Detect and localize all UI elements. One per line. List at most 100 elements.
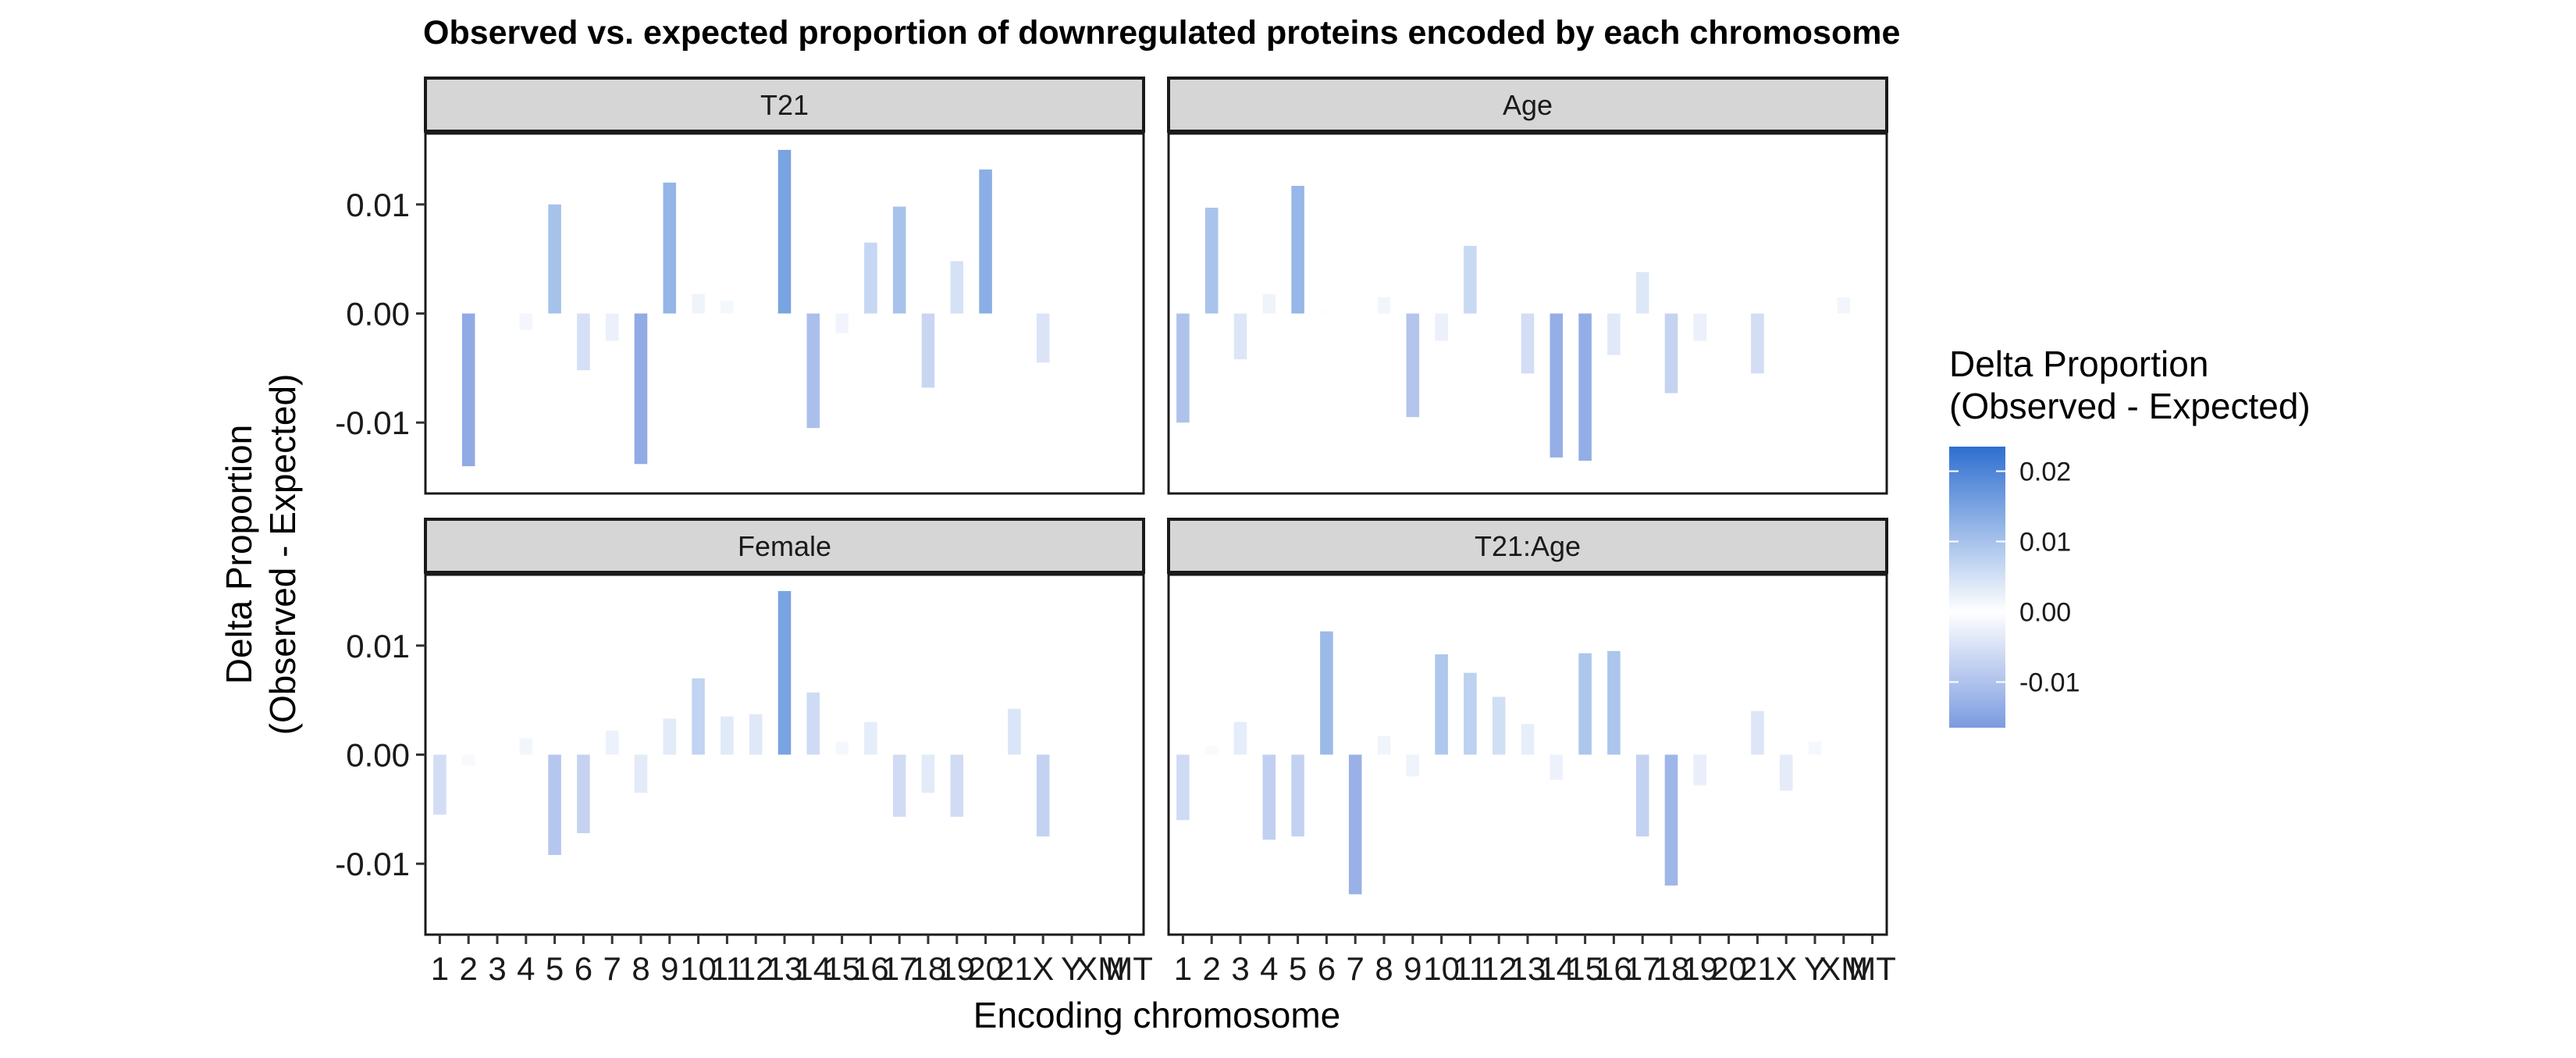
bar xyxy=(1406,754,1420,777)
bar xyxy=(979,169,992,314)
bar xyxy=(950,261,964,314)
facet-label: Female xyxy=(738,530,831,562)
x-tick-label: 3 xyxy=(488,950,506,987)
x-tick-label: 5 xyxy=(1289,950,1307,987)
bar xyxy=(950,754,964,818)
x-tick-label: MT xyxy=(1105,950,1153,987)
legend-title-line1: Delta Proportion xyxy=(1949,344,2208,384)
x-tick-label: Y xyxy=(1804,950,1826,987)
y-tick-label: -0.01 xyxy=(335,846,410,882)
bar xyxy=(1550,313,1564,458)
x-tick-label: 12 xyxy=(1481,950,1517,987)
bar xyxy=(1176,313,1190,423)
x-tick-label: MT xyxy=(1848,950,1896,987)
legend-colorbar xyxy=(1949,447,2005,728)
panels: T21 Age Female T21:Age xyxy=(424,77,1888,936)
bar xyxy=(519,313,533,330)
x-tick-label: 20 xyxy=(967,950,1004,987)
facet-panel: T21 xyxy=(424,77,1145,495)
bar xyxy=(1008,708,1021,755)
bar xyxy=(1233,313,1247,360)
y-tick-label: -0.01 xyxy=(335,404,410,441)
bar xyxy=(1435,313,1448,341)
bar xyxy=(577,313,590,371)
legend-tick-label: 0.00 xyxy=(2019,598,2071,628)
bar xyxy=(1320,631,1333,755)
bar xyxy=(605,313,619,341)
bar xyxy=(892,754,906,818)
bar xyxy=(663,718,677,755)
bar xyxy=(806,313,820,429)
bar xyxy=(806,692,820,755)
axes: 0.010.00-0.010.010.00-0.011 2 3 4 5 6 7 8 9 10111… xyxy=(335,187,1896,987)
bar xyxy=(1464,245,1477,314)
bar xyxy=(892,206,906,314)
bar xyxy=(1578,313,1592,461)
legend-tick-label: -0.01 xyxy=(2019,668,2080,698)
bar xyxy=(1036,313,1050,363)
x-tick-label: 2 xyxy=(460,950,478,987)
bar xyxy=(1262,294,1276,314)
bar xyxy=(1779,754,1793,791)
facet-panel: Female xyxy=(424,518,1145,936)
bar xyxy=(1837,297,1851,314)
x-tick-label: 17 xyxy=(881,950,918,987)
facet-label: T21:Age xyxy=(1475,530,1581,562)
x-axis-title: Encoding chromosome xyxy=(973,995,1340,1035)
facet-strip xyxy=(1167,77,1888,133)
bar xyxy=(461,754,475,766)
bar xyxy=(519,738,533,755)
x-tick-label: 9 xyxy=(1404,950,1421,987)
x-tick-label: 16 xyxy=(852,950,889,987)
facet-panel: T21:Age xyxy=(1167,518,1888,936)
bar xyxy=(1204,207,1219,314)
bar xyxy=(835,313,849,333)
bar xyxy=(1492,696,1506,755)
bar xyxy=(720,716,734,755)
x-tick-label: 5 xyxy=(546,950,564,987)
x-tick-label: 18 xyxy=(1653,950,1690,987)
bar xyxy=(1348,754,1362,895)
x-tick-label: 7 xyxy=(1347,950,1364,987)
bar xyxy=(1377,736,1391,755)
bar xyxy=(634,313,648,465)
bar xyxy=(1204,746,1219,755)
bar xyxy=(1320,310,1333,314)
bar xyxy=(1751,313,1764,374)
x-tick-label: 1 xyxy=(1174,950,1192,987)
bar xyxy=(1036,754,1050,837)
bar xyxy=(1693,313,1707,341)
bar xyxy=(921,754,935,793)
x-tick-label: 17 xyxy=(1624,950,1661,987)
bar xyxy=(1377,297,1391,314)
x-tick-label: 19 xyxy=(938,950,975,987)
x-tick-label: XM xyxy=(1819,950,1868,987)
x-tick-label: X xyxy=(1032,950,1054,987)
bar xyxy=(1291,186,1304,314)
facet-strip xyxy=(424,77,1145,133)
bar xyxy=(1635,272,1649,314)
bar xyxy=(1176,754,1190,821)
x-tick-label: 7 xyxy=(603,950,621,987)
bar xyxy=(1521,724,1535,755)
bar xyxy=(1406,313,1420,418)
x-tick-label: 2 xyxy=(1203,950,1221,987)
facet-strip xyxy=(1167,518,1888,574)
x-tick-label: 4 xyxy=(517,950,535,987)
y-tick-label: 0.00 xyxy=(346,296,410,333)
bar xyxy=(605,730,619,755)
bar xyxy=(548,204,561,314)
bar xyxy=(1751,711,1764,755)
bar xyxy=(1291,754,1304,837)
bar xyxy=(1464,672,1477,755)
x-tick-label: 3 xyxy=(1231,950,1249,987)
legend-tick-label: 0.02 xyxy=(2019,458,2071,487)
x-tick-label: 15 xyxy=(1567,950,1603,987)
y-axis-title-line1: Delta Proportion xyxy=(219,425,259,684)
bar xyxy=(692,678,705,755)
x-tick-label: 9 xyxy=(660,950,678,987)
x-tick-label: 13 xyxy=(1510,950,1546,987)
bar xyxy=(1262,754,1276,840)
